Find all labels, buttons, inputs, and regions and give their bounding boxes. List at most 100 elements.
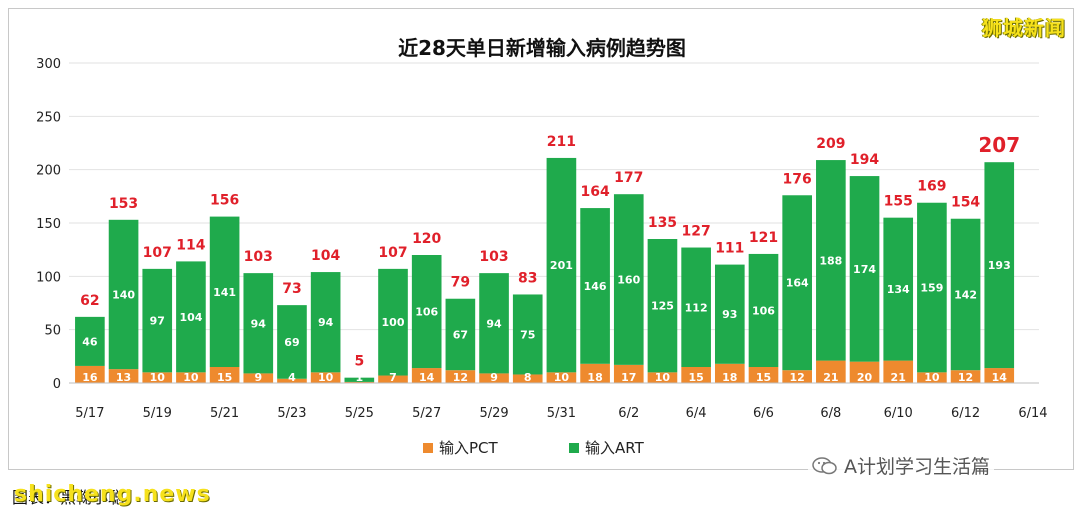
data-label-pct: 13 bbox=[116, 371, 131, 384]
caption-credit: 图表：黑鞠小聪 bbox=[12, 488, 125, 507]
bar-pct bbox=[142, 372, 173, 383]
bar-pct bbox=[714, 363, 745, 383]
x-tick-label: 6/12 bbox=[951, 406, 980, 421]
data-label-total: 103 bbox=[244, 249, 273, 265]
data-label-art: 69 bbox=[284, 336, 299, 349]
chart-svg: 近28天单日新增输入病例趋势图 164662131401531097107101… bbox=[36, 36, 1047, 457]
data-label-pct: 8 bbox=[524, 371, 532, 384]
x-tick-label: 5/23 bbox=[277, 406, 306, 421]
bar-art bbox=[108, 219, 139, 370]
x-tick-label: 6/10 bbox=[884, 406, 913, 421]
bar-art bbox=[580, 208, 610, 364]
data-label-art: 94 bbox=[486, 317, 502, 330]
data-label-pct: 15 bbox=[217, 371, 232, 384]
data-label-pct: 10 bbox=[554, 371, 570, 384]
bar-pct bbox=[479, 373, 509, 383]
data-label-art: 125 bbox=[651, 300, 674, 313]
data-label-art: 159 bbox=[920, 282, 943, 295]
bar-art bbox=[512, 294, 543, 375]
data-label-pct: 14 bbox=[992, 371, 1008, 384]
bar-art bbox=[310, 272, 341, 373]
data-label-total: 79 bbox=[451, 275, 470, 291]
x-tick-label: 6/4 bbox=[686, 406, 707, 421]
data-label-art: 93 bbox=[722, 308, 737, 321]
bar-art bbox=[883, 217, 914, 361]
data-label-total: 177 bbox=[614, 170, 643, 186]
data-label-total: 154 bbox=[951, 195, 980, 211]
bar-pct bbox=[75, 365, 105, 383]
bar-pct bbox=[782, 370, 812, 383]
data-label-total: 209 bbox=[816, 136, 845, 152]
data-label-art: 141 bbox=[213, 286, 236, 299]
data-label-pct: 10 bbox=[183, 371, 199, 384]
bar-pct bbox=[580, 363, 610, 383]
data-label-pct: 4 bbox=[288, 371, 296, 384]
data-label-total: 114 bbox=[176, 237, 205, 253]
data-label-pct: 15 bbox=[688, 371, 703, 384]
data-label-pct: 17 bbox=[621, 371, 636, 384]
data-label-pct: 12 bbox=[958, 371, 973, 384]
data-label-pct: 1 bbox=[355, 371, 363, 384]
data-label-art: 164 bbox=[786, 277, 809, 290]
data-label-pct: 20 bbox=[857, 371, 873, 384]
data-label-art: 140 bbox=[112, 288, 135, 301]
data-label-art: 188 bbox=[819, 254, 842, 267]
watermark-logo-top: 狮城新闻 bbox=[982, 16, 1066, 40]
bar-pct bbox=[243, 373, 274, 383]
data-label-pct: 14 bbox=[419, 371, 435, 384]
y-tick-label: 150 bbox=[36, 217, 61, 232]
data-label-total: 83 bbox=[518, 270, 537, 286]
data-label-total: 111 bbox=[715, 241, 744, 257]
bar-pct bbox=[310, 372, 341, 383]
bar-art bbox=[176, 261, 206, 373]
data-label-pct: 21 bbox=[823, 371, 838, 384]
bar-art bbox=[479, 273, 509, 374]
bar-pct bbox=[613, 364, 644, 383]
x-tick-label: 5/25 bbox=[345, 406, 374, 421]
data-label-total: 155 bbox=[884, 194, 913, 210]
data-label-total: 104 bbox=[311, 248, 340, 264]
wechat-source: A计划学习生活篇 bbox=[808, 452, 994, 479]
data-label-total: 211 bbox=[547, 134, 576, 150]
bar-art bbox=[647, 239, 678, 373]
bar-art bbox=[849, 176, 880, 362]
data-label-total: 156 bbox=[210, 193, 239, 209]
bar-pct bbox=[816, 360, 846, 383]
x-tick-label: 5/17 bbox=[75, 406, 104, 421]
data-label-art: 94 bbox=[318, 316, 334, 329]
bar-art bbox=[378, 268, 408, 376]
bars-layer bbox=[75, 157, 1015, 383]
bar-pct bbox=[917, 372, 947, 383]
data-label-total: 107 bbox=[378, 245, 407, 261]
labels-layer: 1646621314015310971071010411415141156994… bbox=[80, 133, 1020, 384]
bar-art bbox=[344, 377, 375, 382]
data-label-total: 153 bbox=[109, 196, 138, 212]
data-label-art: 94 bbox=[251, 317, 267, 330]
bar-art bbox=[816, 160, 846, 361]
data-label-pct: 12 bbox=[453, 371, 468, 384]
bar-pct bbox=[748, 367, 779, 383]
chart-frame: 近28天单日新增输入病例趋势图 16 46 62 13 140 153 10 97 107 10 1… bbox=[8, 8, 1074, 470]
bar-pct bbox=[546, 372, 577, 383]
data-label-total: 107 bbox=[143, 245, 172, 261]
bar-pct bbox=[984, 368, 1015, 383]
y-tick-label: 200 bbox=[36, 164, 61, 179]
bar-pct bbox=[950, 370, 981, 383]
bar-art bbox=[75, 316, 105, 366]
data-label-total: 103 bbox=[479, 249, 508, 265]
y-tick-label: 0 bbox=[53, 377, 61, 392]
data-label-art: 106 bbox=[752, 304, 775, 317]
bar-art bbox=[613, 194, 644, 365]
x-tick-label: 5/31 bbox=[547, 406, 576, 421]
x-tick-label: 5/21 bbox=[210, 406, 239, 421]
bar-pct bbox=[108, 369, 139, 383]
y-tick-label: 100 bbox=[36, 270, 61, 285]
data-label-pct: 7 bbox=[389, 371, 397, 384]
data-label-art: 106 bbox=[415, 306, 438, 319]
x-tick-label: 5/27 bbox=[412, 406, 441, 421]
data-label-total: 5 bbox=[354, 354, 364, 370]
bar-art bbox=[917, 202, 947, 373]
watermark-logo-bottom: shicheng.news bbox=[14, 482, 211, 507]
data-label-art: 4 bbox=[355, 366, 363, 379]
bar-art bbox=[142, 268, 173, 373]
